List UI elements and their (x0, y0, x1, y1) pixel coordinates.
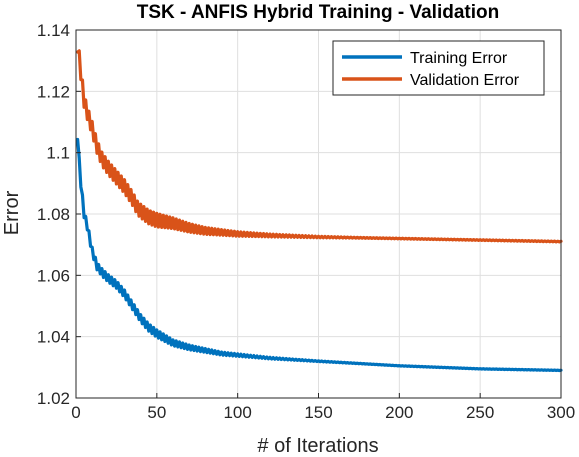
series-line-2 (76, 49, 563, 244)
y-axis-label: Error (1, 190, 23, 235)
legend: Training Error Validation Error (332, 40, 545, 96)
y-tick-label: 1.1 (46, 144, 70, 163)
x-tick-label: 250 (466, 403, 494, 422)
chart-title: TSK - ANFIS Hybrid Training - Validation (137, 2, 499, 23)
y-tick-labels: 1.02 1.04 1.06 1.08 1.1 1.12 1.14 (37, 21, 70, 408)
legend-entry: Training Error (410, 50, 508, 67)
y-tick-label: 1.14 (37, 21, 70, 40)
legend-entry: Validation Error (410, 72, 520, 89)
series-layer (76, 49, 563, 373)
y-tick-label: 1.12 (37, 82, 70, 101)
x-tick-label: 150 (304, 403, 332, 422)
x-axis-label: # of Iterations (257, 435, 378, 457)
y-tick-label: 1.02 (37, 389, 70, 408)
x-tick-label: 100 (223, 403, 251, 422)
x-tick-label: 300 (547, 403, 575, 422)
x-tick-label: 0 (71, 403, 80, 422)
x-tick-label: 200 (385, 403, 413, 422)
x-tick-labels: 0 50 100 150 200 250 300 (71, 403, 575, 422)
y-tick-label: 1.08 (37, 205, 70, 224)
y-tick-label: 1.04 (37, 328, 70, 347)
series-line-1 (76, 137, 563, 373)
y-tick-label: 1.06 (37, 266, 70, 285)
x-tick-label: 50 (147, 403, 166, 422)
ticks (75, 29, 562, 399)
legend-box (332, 40, 545, 96)
